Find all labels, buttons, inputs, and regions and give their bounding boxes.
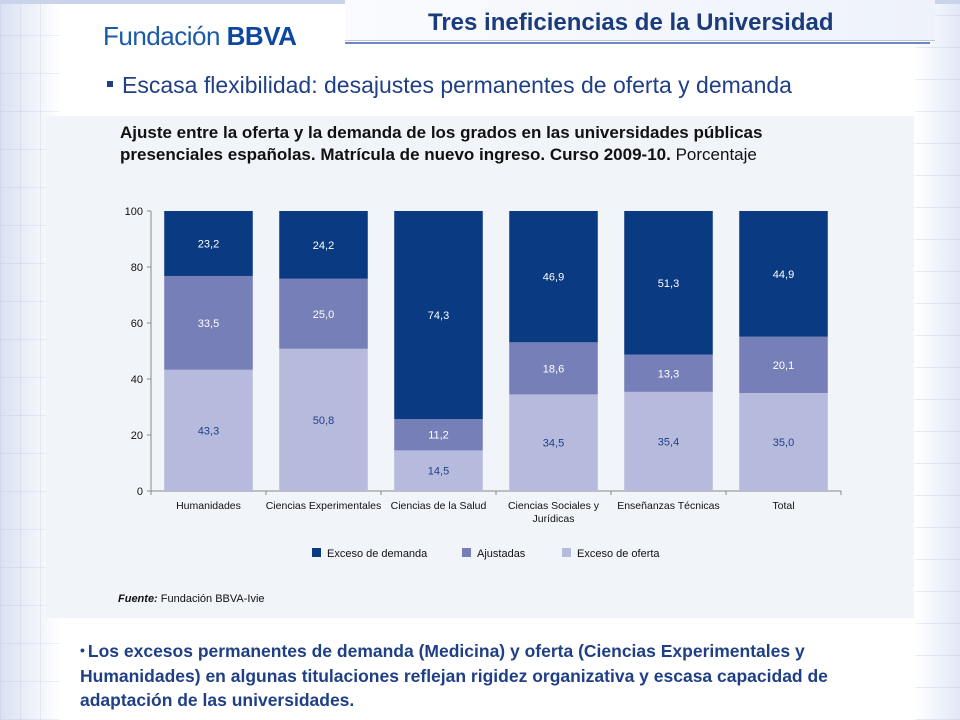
logo-brand: BBVA (226, 21, 297, 51)
x-category-label: Ciencias de la Salud (391, 500, 487, 512)
y-tick-label: 20 (131, 430, 143, 442)
legend-label: Exceso de demanda (327, 548, 428, 560)
bar-segment (164, 369, 253, 491)
legend-swatch (562, 548, 571, 557)
bar-segment (164, 211, 253, 276)
x-category-label: Jurídicas (532, 513, 574, 525)
data-label: 46,9 (543, 272, 564, 284)
y-tick-label: 80 (131, 262, 143, 274)
fundacion-bbva-logo: Fundación BBVA (103, 21, 297, 52)
bar-segment (394, 211, 483, 420)
bar-segment (624, 391, 713, 491)
title-bar (345, 0, 935, 41)
x-category-label: Ciencias Experimentales (266, 500, 382, 512)
data-label: 14,5 (428, 466, 449, 478)
bar-segment (394, 419, 483, 451)
logo-prefix: Fundación (103, 21, 220, 51)
conclusion-body: Los excesos permanentes de demanda (Medi… (80, 641, 828, 710)
data-label: 43,3 (198, 425, 219, 437)
data-label: 33,5 (198, 318, 219, 330)
bar-segment (509, 342, 598, 395)
bar-segment (394, 450, 483, 491)
data-label: 18,6 (543, 363, 564, 375)
x-category-label: Enseñanzas Técnicas (617, 500, 720, 512)
stacked-bar-chart: 0 20 40 60 80 100 43,3 33,5 23,2 Humanidades 50,8 2… (125, 206, 842, 560)
bullet-square-icon (107, 80, 113, 87)
x-category-label: Total (772, 500, 794, 512)
heading-text: Escasa flexibilidad: desajustes permanen… (122, 72, 792, 98)
legend-swatch (312, 548, 321, 557)
bar-segment (164, 275, 253, 370)
data-label: 51,3 (658, 278, 679, 290)
bar-segment (279, 278, 368, 349)
bar-segment (279, 348, 368, 491)
y-tick-label: 60 (131, 318, 143, 330)
source-label: Fuente: (118, 593, 158, 605)
data-label: 50,8 (313, 415, 334, 427)
chart-source: Fuente: Fundación BBVA-Ivie (118, 593, 265, 605)
bullet-heading: Escasa flexibilidad: desajustes permanen… (107, 72, 792, 99)
legend-swatch (462, 548, 471, 557)
chart-title: Ajuste entre la oferta y la demanda de l… (120, 122, 820, 166)
data-label: 23,2 (198, 238, 219, 250)
data-label: 13,3 (658, 368, 679, 380)
data-label: 34,5 (543, 438, 564, 450)
bar-segment (624, 354, 713, 392)
title-underline (345, 42, 930, 44)
legend-label: Ajustadas (477, 548, 526, 560)
bar-segment (739, 336, 828, 393)
data-label: 25,0 (313, 309, 334, 321)
chart-title-text: Ajuste entre la oferta y la demanda de l… (120, 123, 763, 164)
y-tick-label: 100 (125, 206, 143, 218)
right-decoration (915, 0, 960, 720)
conclusion-text: • Los excesos permanentes de demanda (Med… (80, 639, 910, 712)
bar-segment (279, 211, 368, 279)
bar-segment (509, 211, 598, 343)
data-label: 11,2 (428, 430, 449, 442)
data-label: 35,0 (773, 437, 794, 449)
data-label: 35,4 (658, 436, 679, 448)
legend-label: Exceso de oferta (577, 548, 660, 560)
data-label: 74,3 (428, 310, 449, 322)
source-text: Fundación BBVA-Ivie (157, 593, 265, 605)
y-tick-label: 0 (137, 486, 143, 498)
bullet-dot-icon: • (80, 642, 85, 658)
y-tick-label: 40 (131, 374, 143, 386)
data-label: 24,2 (313, 240, 334, 252)
bar-segment (624, 211, 713, 355)
bar-segment (739, 211, 828, 337)
bar-segment (739, 393, 828, 491)
data-label: 20,1 (773, 360, 794, 372)
slide-title: Tres ineficiencias de la Universidad (428, 9, 834, 36)
data-label: 44,9 (773, 269, 794, 281)
x-category-label: Humanidades (176, 500, 241, 512)
x-category-label: Ciencias Sociales y (508, 500, 600, 512)
bar-segment (509, 394, 598, 491)
chart-unit-label: Porcentaje (675, 145, 757, 164)
